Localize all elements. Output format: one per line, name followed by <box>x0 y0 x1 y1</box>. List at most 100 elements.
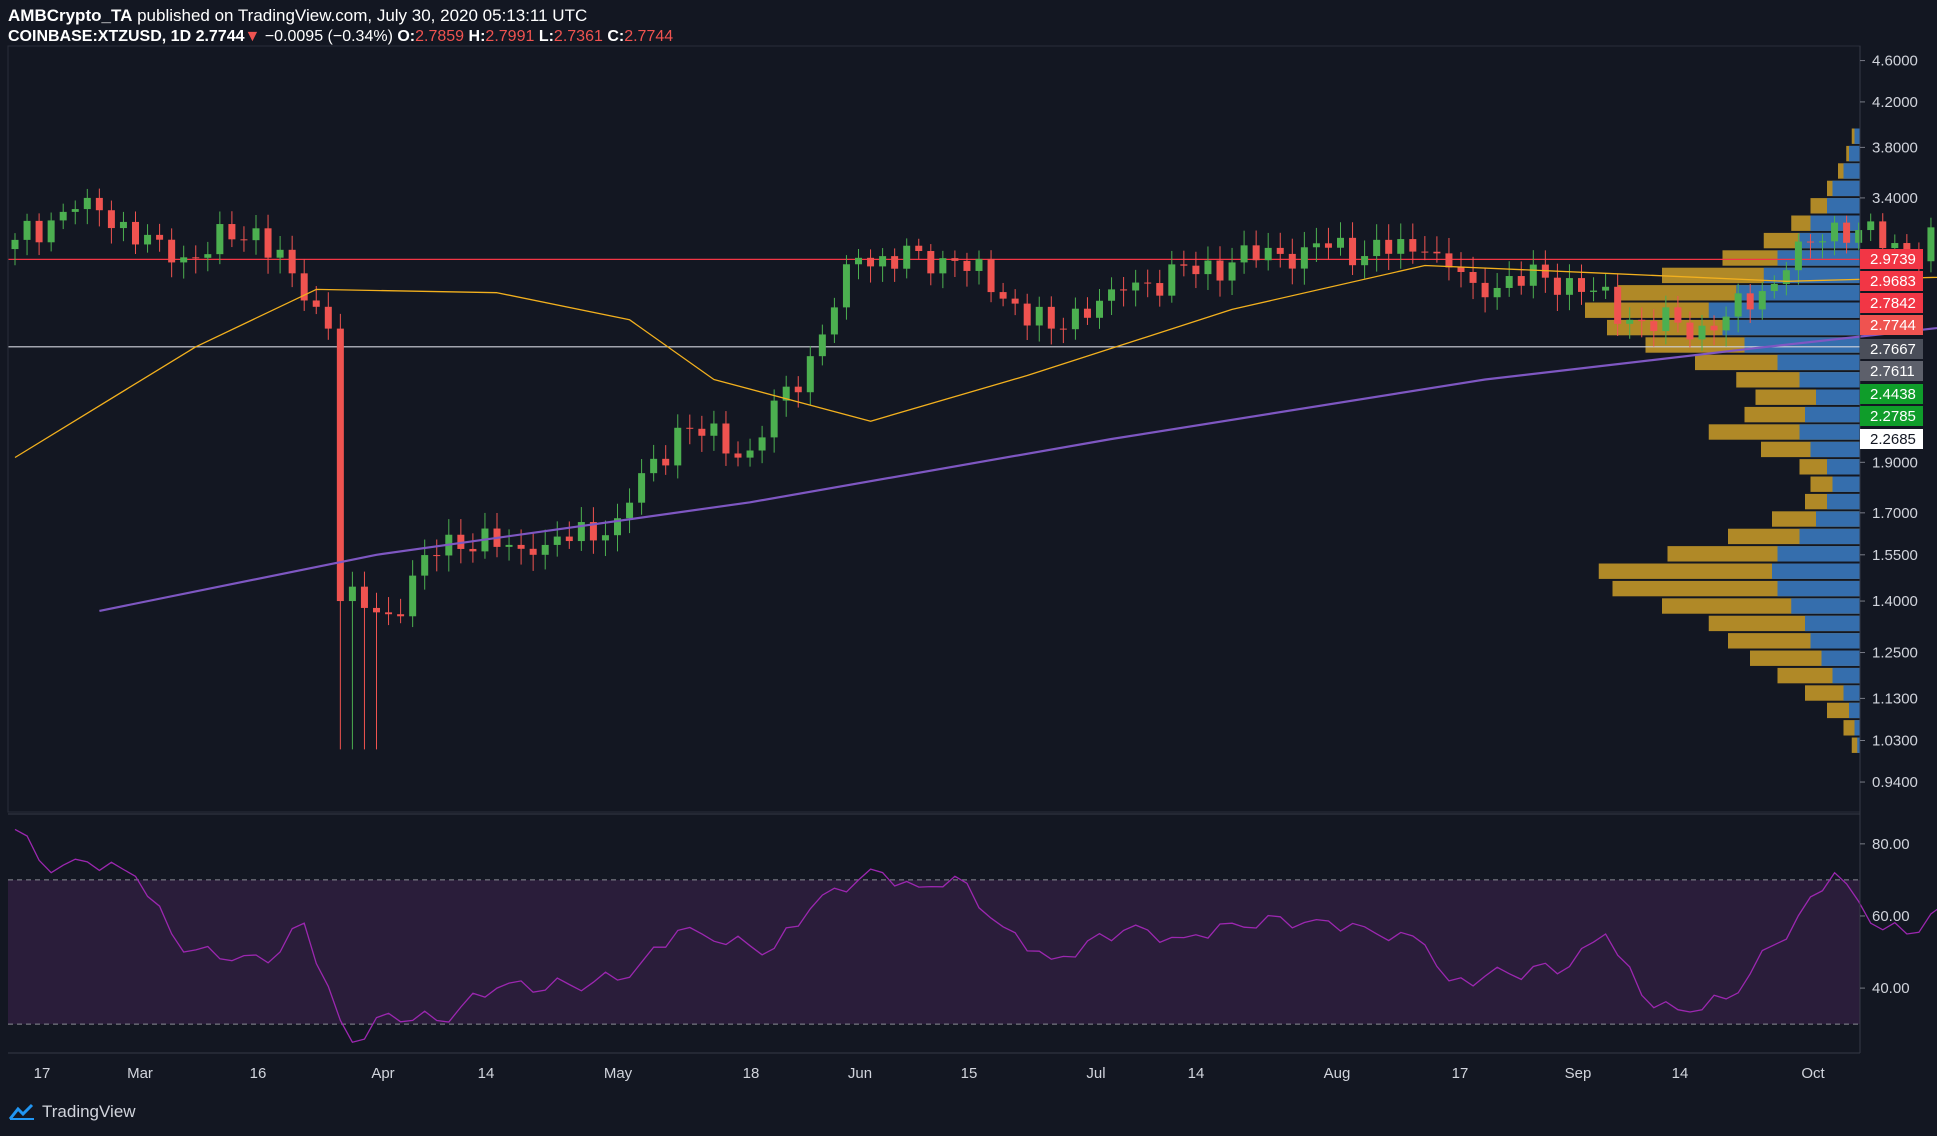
volume-profile-bar-up <box>1799 528 1860 545</box>
publisher-name[interactable]: AMBCrypto_TA <box>8 6 133 25</box>
candle-body <box>999 292 1007 299</box>
candle-body <box>119 221 127 229</box>
candle-body <box>1216 260 1224 281</box>
price-tick-label: 1.5500 <box>1872 547 1918 564</box>
symbol-name[interactable]: COINBASE:XTZUSD, 1D <box>8 28 192 45</box>
candle-body <box>1650 321 1658 332</box>
candle-body <box>1397 239 1405 254</box>
candle-body <box>312 300 320 307</box>
candle-body <box>1192 265 1200 275</box>
candle-body <box>1722 316 1730 331</box>
candle-body <box>1710 325 1718 331</box>
candle-body <box>794 386 802 393</box>
candle-body <box>1083 308 1091 318</box>
time-tick-label: 14 <box>1188 1065 1205 1082</box>
candle-body <box>1770 283 1778 292</box>
volume-profile-bar-up <box>1854 720 1860 736</box>
candle-body <box>95 197 103 211</box>
candle-body <box>1071 308 1079 330</box>
candle-body <box>517 544 525 549</box>
time-tick-label: Mar <box>127 1065 153 1082</box>
candle-body <box>1481 282 1489 298</box>
candle-body <box>132 221 139 245</box>
candle-body <box>360 586 368 608</box>
candle-body <box>855 257 862 265</box>
candle-body <box>433 555 441 557</box>
candles <box>11 188 1935 750</box>
price-axis[interactable]: 4.6000 4.2000 3.8000 3.4000 1.9000 1.7000 1.55… <box>7 45 1923 1054</box>
rsi-tick-label: 40.00 <box>1872 980 1910 997</box>
candle-body <box>1433 251 1441 254</box>
price-tick-label: 1.9000 <box>1872 454 1918 471</box>
price-label-box <box>1860 339 1923 359</box>
volume-profile-bar-up <box>1810 441 1860 458</box>
candle-body <box>1782 270 1790 284</box>
candle-body <box>11 239 19 250</box>
price-label-box <box>1860 361 1923 381</box>
candle-body <box>300 273 308 301</box>
time-tick-label: Jun <box>848 1065 872 1082</box>
price-label-box <box>1860 429 1923 449</box>
candle-body <box>1409 239 1417 252</box>
candle-body <box>144 234 152 245</box>
moving-averages <box>14 264 1937 612</box>
low-label: L: <box>538 28 554 45</box>
candle-body <box>1686 322 1694 340</box>
price-label-box <box>1860 293 1923 313</box>
candle-body <box>746 450 754 458</box>
candle-body <box>373 607 380 613</box>
time-tick-label: Sep <box>1565 1065 1592 1082</box>
price-tick-label: 0.9400 <box>1872 774 1918 791</box>
candle-body <box>734 453 742 458</box>
candle-body <box>1120 289 1128 291</box>
candle-body <box>1144 282 1152 284</box>
candle-body <box>1602 286 1610 291</box>
candle-body <box>1385 239 1393 254</box>
low-value: 2.7361 <box>553 28 603 45</box>
time-tick-label: May <box>604 1065 633 1082</box>
tradingview-branding[interactable]: TradingView <box>8 1102 136 1122</box>
candle-body <box>758 437 766 451</box>
candle-body <box>348 586 356 602</box>
candle-body <box>830 307 838 335</box>
candle-body <box>1288 253 1296 269</box>
volume-profile-bar-up <box>1744 337 1860 353</box>
price-tick-label: 3.4000 <box>1872 190 1918 207</box>
open-label: O: <box>397 28 416 45</box>
candle-body <box>1891 243 1899 249</box>
time-axis[interactable]: 17 Mar 16 Apr 14 May 18 Jun 15 Jul 14 Aug 17 Sep 14 Oct <box>34 1065 1826 1082</box>
candle-body <box>589 522 597 541</box>
candle-body <box>23 220 31 240</box>
candle-body <box>1626 319 1634 324</box>
candle-body <box>1662 307 1670 332</box>
price-tick-label: 4.2000 <box>1872 94 1918 111</box>
candle-body <box>192 257 200 259</box>
volume-profile-bar-up <box>1854 128 1860 144</box>
price-label-box <box>1860 384 1923 404</box>
candle-body <box>1047 306 1055 329</box>
volume-profile-bar-up <box>1821 650 1860 666</box>
candle-body <box>1855 230 1863 243</box>
symbol-legend: COINBASE:XTZUSD, 1D 2.7744▼ −0.0095 (−0.… <box>8 28 673 46</box>
candle-body <box>975 258 983 271</box>
published-text: published on TradingView.com, July 30, 2… <box>137 6 588 25</box>
candle-body <box>842 264 850 308</box>
candle-body <box>963 260 971 271</box>
candle-body <box>1252 245 1260 261</box>
candle-body <box>288 249 296 274</box>
time-tick-label: 14 <box>478 1065 495 1082</box>
candle-body <box>1023 303 1031 326</box>
candle-body <box>806 356 814 393</box>
candle-body <box>722 423 730 454</box>
price-tick-label: 1.7000 <box>1872 505 1918 522</box>
candle-body <box>1590 290 1598 292</box>
price-tick-label: 1.1300 <box>1872 690 1918 707</box>
candle-body <box>1758 291 1766 310</box>
down-arrow-icon: ▼ <box>244 28 261 45</box>
candle-body <box>710 423 718 436</box>
price-tick-label: 4.6000 <box>1872 53 1918 70</box>
price-label-text: 2.7744 <box>1870 317 1916 334</box>
volume-profile-bar-up <box>1843 163 1860 179</box>
volume-profile-bar-up <box>1816 389 1860 405</box>
